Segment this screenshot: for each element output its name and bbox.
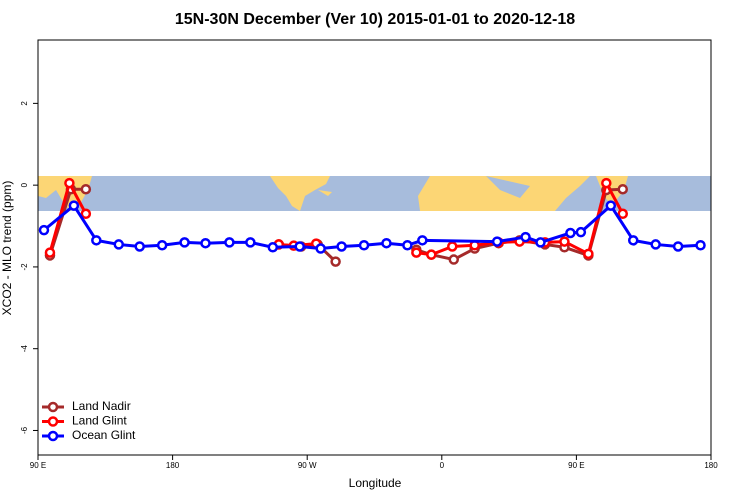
data-point bbox=[491, 236, 503, 247]
map-land bbox=[418, 176, 590, 211]
legend-label: Ocean Glint bbox=[72, 428, 136, 442]
data-point bbox=[64, 177, 75, 189]
data-point bbox=[80, 183, 92, 195]
data-point bbox=[565, 227, 576, 239]
data-point bbox=[617, 208, 629, 220]
y-tick-label: 0 bbox=[20, 182, 29, 187]
data-point bbox=[245, 237, 256, 248]
x-tick-label: 180 bbox=[166, 461, 180, 470]
x-tick-label: 90 E bbox=[568, 461, 584, 470]
data-point bbox=[80, 208, 92, 220]
plot-frame bbox=[37, 39, 712, 456]
data-point bbox=[617, 183, 629, 195]
data-point bbox=[44, 247, 56, 258]
data-point bbox=[448, 254, 460, 265]
data-point bbox=[605, 200, 617, 211]
data-point bbox=[358, 240, 370, 251]
data-point bbox=[695, 240, 706, 251]
map-land bbox=[270, 176, 330, 211]
data-point bbox=[627, 235, 639, 246]
x-axis-label: Longitude bbox=[349, 476, 402, 490]
series-line bbox=[43, 204, 701, 251]
data-point bbox=[113, 239, 125, 250]
chart-title: 15N-30N December (Ver 10) 2015-01-01 to … bbox=[175, 11, 575, 28]
map-background bbox=[38, 176, 711, 211]
data-point bbox=[426, 249, 437, 260]
x-tick-label: 90 W bbox=[298, 461, 317, 470]
y-axis-label: XCO2 - MLO trend (ppm) bbox=[0, 181, 14, 316]
x-tick-label: 0 bbox=[440, 461, 445, 470]
data-point bbox=[583, 248, 594, 260]
y-tick-label: -2 bbox=[20, 263, 29, 271]
data-point bbox=[336, 241, 347, 252]
data-point bbox=[381, 237, 392, 249]
data-point bbox=[267, 242, 279, 253]
legend-label: Land Nadir bbox=[72, 399, 131, 413]
y-tick-label: -6 bbox=[20, 426, 29, 434]
data-point bbox=[402, 240, 413, 251]
data-point bbox=[672, 241, 684, 252]
x-tick-label: 90 E bbox=[30, 461, 46, 470]
y-tick-label: 2 bbox=[20, 101, 29, 106]
data-point bbox=[134, 241, 145, 252]
data-point bbox=[447, 241, 458, 252]
legend-marker bbox=[47, 416, 59, 427]
legend-label: Land Glint bbox=[72, 414, 127, 428]
data-point bbox=[294, 241, 305, 252]
data-point bbox=[224, 237, 235, 248]
data-point bbox=[330, 256, 341, 267]
data-point bbox=[315, 243, 326, 254]
data-point bbox=[411, 247, 422, 258]
data-point bbox=[601, 177, 612, 189]
map-land bbox=[318, 190, 332, 196]
data-point bbox=[520, 231, 531, 243]
data-point bbox=[38, 224, 50, 236]
legend-marker bbox=[47, 401, 59, 413]
data-point bbox=[575, 226, 587, 238]
data-point bbox=[559, 236, 570, 247]
data-point bbox=[156, 240, 168, 251]
data-point bbox=[179, 237, 190, 248]
y-tick-label: -4 bbox=[20, 345, 29, 353]
map-water bbox=[486, 176, 530, 198]
data-point bbox=[200, 237, 211, 249]
data-point bbox=[91, 235, 102, 246]
legend-marker bbox=[47, 430, 59, 442]
data-point bbox=[417, 235, 428, 246]
x-tick-label: 180 bbox=[704, 461, 718, 470]
data-point bbox=[650, 239, 661, 250]
data-point bbox=[535, 237, 546, 248]
data-point bbox=[68, 200, 80, 211]
